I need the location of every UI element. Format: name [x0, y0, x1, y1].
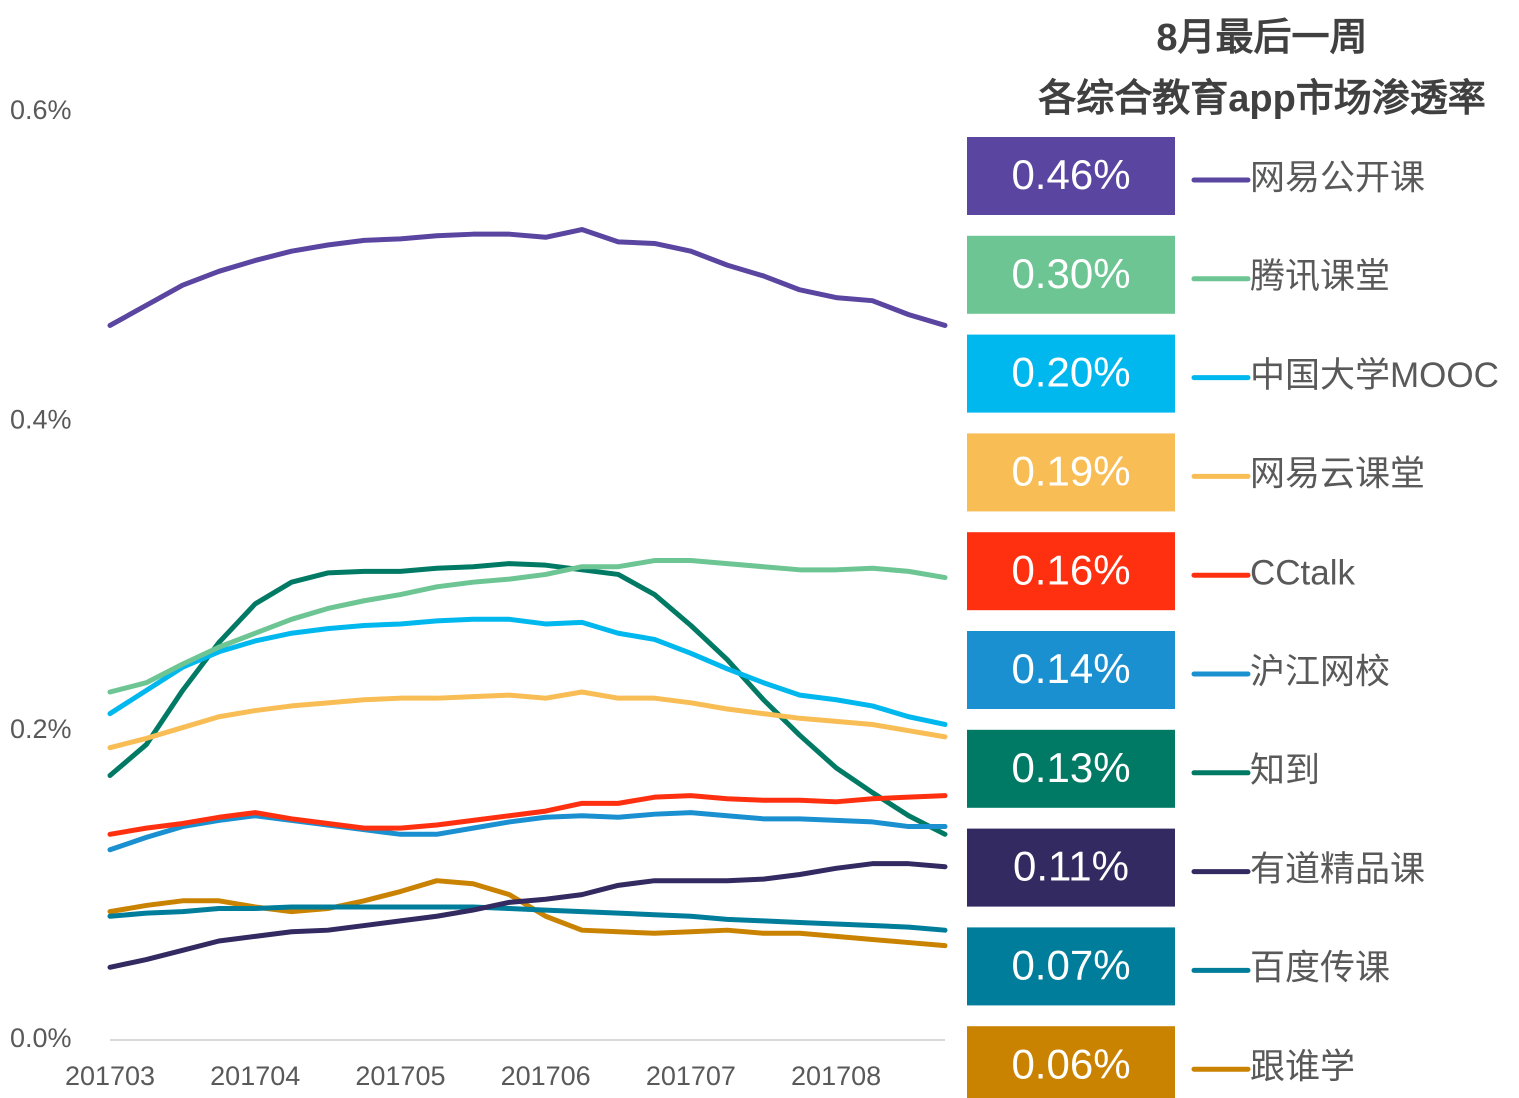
x-tick-label: 201703 — [65, 1061, 155, 1091]
series-line — [107, 227, 948, 328]
x-tick-label: 201704 — [210, 1061, 300, 1091]
x-tick-label: 201708 — [791, 1061, 881, 1091]
y-tick-label: 0.2% — [10, 714, 72, 744]
legend-label: 沪江网校 — [1250, 652, 1390, 691]
legend-value-box — [967, 137, 1175, 215]
series-line — [107, 793, 948, 837]
y-tick-label: 0.4% — [10, 404, 72, 434]
legend-label: 跟谁学 — [1250, 1047, 1355, 1086]
series-line — [107, 561, 948, 837]
legend-label: 百度传课 — [1250, 949, 1390, 988]
legend-value-box — [967, 433, 1175, 512]
legend-value-label: 0.16% — [1011, 546, 1130, 593]
legend-label: 有道精品课 — [1250, 850, 1425, 889]
legend-label: 网易云课堂 — [1250, 455, 1425, 494]
legend-value-box — [967, 235, 1175, 314]
legend-value-box — [967, 631, 1175, 709]
legend-value-box — [967, 1026, 1175, 1098]
legend-value-box — [967, 334, 1175, 413]
y-tick-label: 0.0% — [10, 1023, 72, 1053]
y-tick-label: 0.6% — [10, 95, 72, 125]
series-line — [107, 878, 948, 949]
series-line — [107, 904, 948, 933]
legend-value-label: 0.06% — [1011, 1040, 1130, 1087]
legend-value-box — [967, 828, 1175, 907]
legend-value-box — [967, 532, 1175, 611]
series-line — [107, 861, 948, 970]
legend-label: CCtalk — [1250, 553, 1356, 592]
legend-value-label: 0.11% — [1013, 843, 1129, 890]
series-line — [107, 689, 948, 751]
legend-value-label: 0.19% — [1011, 447, 1130, 494]
legend-value-label: 0.13% — [1011, 744, 1130, 791]
legend-value-box — [967, 729, 1175, 808]
series-line — [107, 558, 948, 695]
x-tick-label: 201707 — [646, 1061, 736, 1091]
series-line — [107, 616, 948, 727]
legend-value-label: 0.14% — [1011, 645, 1130, 692]
chart-subtitle: 各综合教育app市场渗透率 — [1038, 77, 1486, 120]
legend-value-box — [967, 927, 1175, 1006]
legend-label: 知到 — [1250, 751, 1320, 790]
series-line — [107, 810, 948, 853]
legend-label: 中国大学MOOC — [1250, 356, 1499, 395]
legend-value-label: 0.46% — [1011, 151, 1130, 198]
x-tick-label: 201706 — [501, 1061, 591, 1091]
legend-value-label: 0.07% — [1011, 941, 1130, 988]
legend-value-label: 0.30% — [1011, 250, 1130, 297]
legend-label: 腾讯课堂 — [1250, 257, 1390, 296]
x-tick-label: 201705 — [355, 1061, 445, 1091]
chart-title: 8月最后一周 — [1156, 17, 1367, 59]
legend-value-label: 0.20% — [1011, 349, 1130, 396]
legend-label: 网易公开课 — [1250, 158, 1425, 197]
